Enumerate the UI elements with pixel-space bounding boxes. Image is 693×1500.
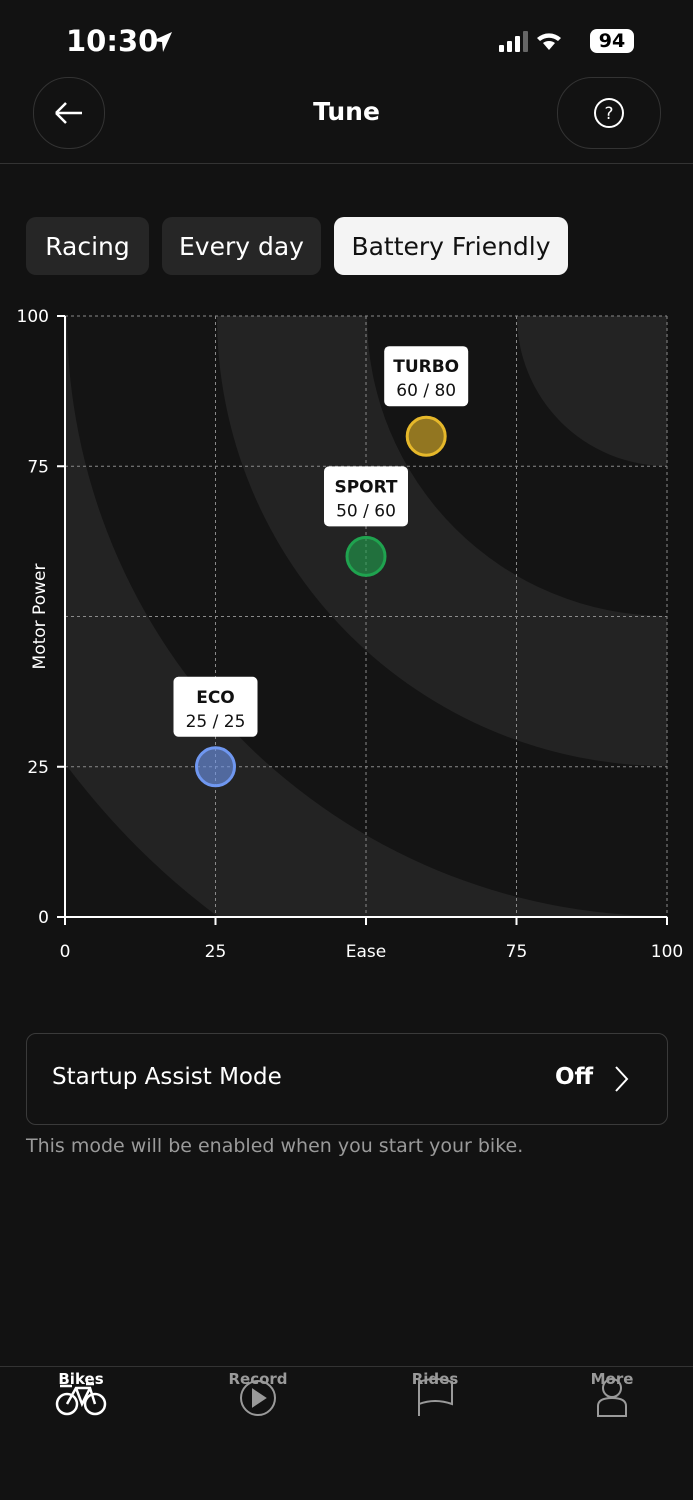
svg-text:?: ? [604,104,613,124]
startup-value: Off [555,1064,594,1090]
nav-item[interactable]: More [590,1370,634,1388]
point-label-box [324,466,408,527]
y-axis-label: Motor Power [30,564,50,670]
point [405,415,447,457]
point-name: SPORT [334,477,397,497]
x-tick-label: 0 [60,942,71,962]
background-bands [65,316,667,917]
chevron [615,1066,629,1092]
point [345,535,387,577]
point-label-box [384,346,469,407]
point-name: ECO [196,688,235,708]
startup-row[interactable]: Startup Assist Mode Off [26,1033,668,1125]
x-tick-label: 75 [506,942,528,962]
point-value-label: 25 / 25 [186,712,246,732]
x-tick-label: Ease [346,942,386,962]
y-tick-label: 100 [17,307,49,327]
location-icon [152,32,172,52]
help-button[interactable]: ? [557,77,661,149]
x-tick-label: 100 [651,942,683,962]
signal-wifi-icons [499,31,561,52]
divider [0,163,693,164]
point-name: TURBO [393,357,459,377]
nav-item[interactable]: Bikes [58,1370,104,1388]
y-tick-label: 0 [38,908,49,928]
y-tick-label: 75 [27,457,49,477]
startup-label: Startup Assist Mode [52,1064,282,1090]
nav-divider [0,1366,693,1367]
nav-icons [55,1378,627,1417]
help-icon: ? [594,98,624,128]
startup-note: This mode will be enabled when you start… [26,1135,524,1157]
nav-item[interactable]: Rides [411,1370,459,1388]
battery: 94 [590,29,634,53]
back-icon [55,102,82,124]
point-value-label: 60 / 80 [396,381,456,401]
point [195,746,236,788]
x-tick-label: 25 [205,942,227,962]
tab[interactable]: Battery Friendly [334,217,568,275]
status-time: 10:30 [66,24,159,58]
y-tick-label: 25 [27,758,49,778]
point-value-label: 50 / 60 [336,501,396,521]
back-button[interactable] [33,77,105,149]
point-label-box [173,676,258,737]
tab[interactable]: Racing [26,217,149,275]
header-title: Tune [313,97,380,126]
chart: 0 25 Ease 75 100 0 25 75 100 Motor Power ECO 25 / 2… [17,307,684,962]
nav-item[interactable]: Record [228,1370,288,1388]
tab[interactable]: Every day [162,217,321,275]
